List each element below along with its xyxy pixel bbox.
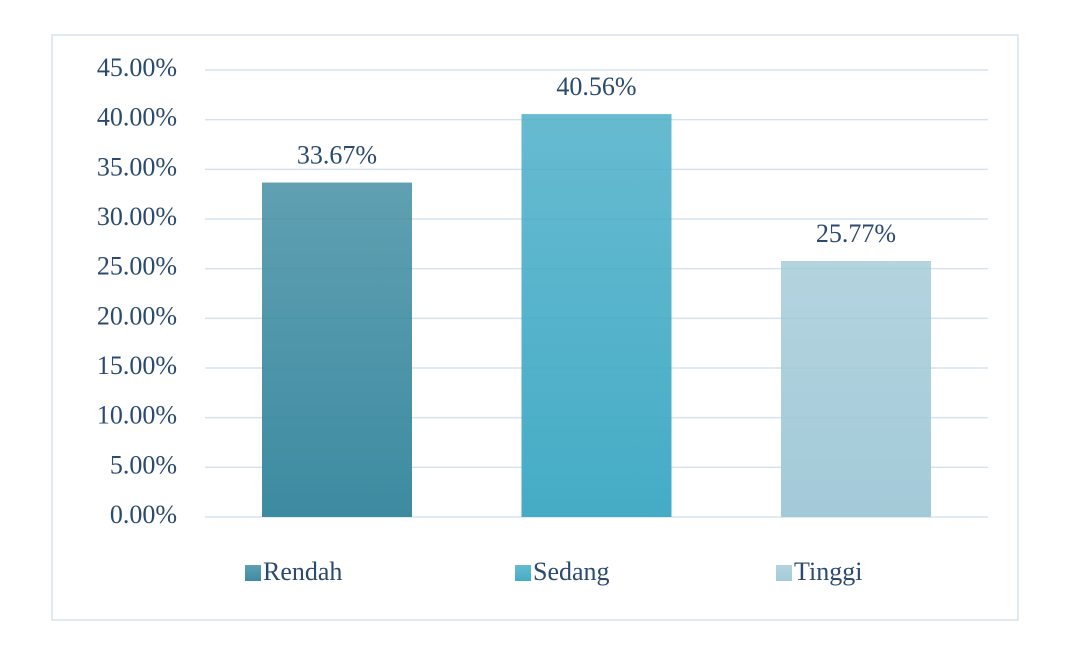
legend-label: Sedang [533, 557, 610, 586]
y-tick-label: 10.00% [97, 401, 177, 430]
y-tick-label: 30.00% [97, 202, 177, 231]
legend-label: Tinggi [794, 557, 862, 586]
legend-label: Rendah [263, 557, 342, 586]
y-tick-label: 40.00% [97, 103, 177, 132]
y-tick-label: 15.00% [97, 351, 177, 380]
legend-swatch [245, 565, 261, 581]
bar [521, 114, 672, 517]
legend-swatch [776, 565, 792, 581]
y-tick-label: 25.00% [97, 252, 177, 281]
y-tick-label: 45.00% [97, 53, 177, 82]
y-tick-label: 0.00% [110, 500, 177, 529]
bar [262, 182, 412, 517]
y-tick-label: 5.00% [110, 450, 177, 479]
data-label: 40.56% [556, 72, 636, 101]
y-tick-label: 20.00% [97, 301, 177, 330]
bar [781, 261, 931, 517]
legend-swatch [515, 565, 531, 581]
y-tick-label: 35.00% [97, 152, 177, 181]
data-label: 25.77% [816, 219, 896, 248]
data-label: 33.67% [297, 141, 377, 170]
